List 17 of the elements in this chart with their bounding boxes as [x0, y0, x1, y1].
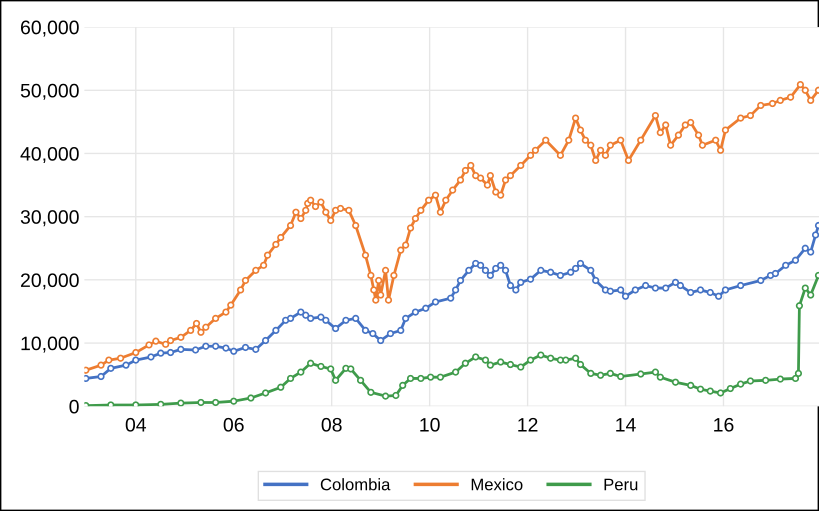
x-tick-label: 04	[126, 418, 146, 432]
x-tick-label: 10	[420, 418, 440, 432]
x-tick-label: 16	[714, 418, 734, 432]
legend-label: Peru	[604, 478, 638, 490]
x-tick-label: 08	[322, 418, 342, 432]
x-tick-label: 12	[518, 418, 538, 432]
y-tick-label: 0	[69, 400, 79, 414]
x-tick-label: 06	[224, 418, 244, 432]
y-tick-label: 20,000	[21, 273, 79, 290]
y-tick-label: 30,000	[20, 210, 79, 226]
y-tick-label: 50,000	[20, 84, 79, 100]
y-tick-label: 40,000	[20, 146, 79, 164]
y-tick-label: 60,000	[21, 20, 79, 37]
y-tick-label: 10,000	[22, 336, 79, 353]
legend-label: Colombia	[320, 478, 390, 490]
legend-label: Mexico	[472, 478, 522, 490]
x-tick-label: 14	[616, 418, 636, 432]
